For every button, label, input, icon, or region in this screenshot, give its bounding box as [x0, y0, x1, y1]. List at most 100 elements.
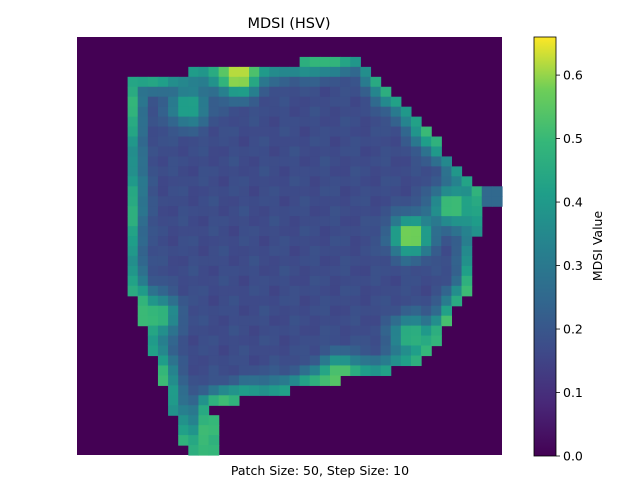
heatmap-cell	[238, 305, 250, 317]
heatmap-cell	[238, 236, 250, 247]
heatmap-cell	[137, 285, 149, 297]
heatmap-cell	[147, 345, 159, 357]
heatmap-cell	[218, 385, 230, 396]
heatmap-cell	[289, 66, 301, 78]
heatmap-cell	[319, 305, 331, 317]
heatmap-cell	[178, 265, 189, 277]
heatmap-cell	[370, 275, 382, 287]
heatmap-cell	[168, 146, 179, 158]
heatmap-cell	[390, 116, 402, 128]
heatmap-cell	[329, 285, 341, 297]
heatmap-cell	[370, 216, 382, 227]
heatmap-cell	[390, 156, 402, 167]
heatmap-cell	[390, 345, 402, 357]
heatmap-cell	[238, 285, 250, 297]
heatmap-cell	[259, 86, 270, 98]
heatmap-cell	[137, 96, 149, 108]
heatmap-cell	[309, 76, 321, 88]
heatmap-cell	[218, 206, 230, 217]
heatmap-cell	[370, 136, 382, 148]
heatmap-cell	[259, 255, 270, 267]
heatmap-cell	[410, 305, 422, 317]
heatmap-cell	[147, 126, 159, 138]
heatmap-cell	[157, 285, 169, 297]
heatmap-cell	[390, 305, 402, 317]
heatmap-cell	[218, 265, 230, 277]
heatmap-cell	[289, 106, 301, 118]
heatmap-cell	[168, 86, 179, 98]
heatmap-cell	[157, 96, 169, 108]
heatmap-cell	[198, 66, 210, 78]
heatmap-cell	[319, 375, 331, 386]
heatmap-cell	[329, 116, 341, 128]
heatmap-cell	[178, 285, 189, 297]
heatmap-cell	[309, 166, 321, 177]
heatmap-cell	[228, 136, 240, 148]
heatmap-cell	[188, 186, 200, 197]
heatmap-cell	[137, 255, 149, 267]
colorbar-label: MDSI Value	[590, 211, 605, 282]
heatmap-cell	[370, 176, 382, 187]
heatmap-cell	[360, 196, 372, 207]
heatmap-cell	[198, 405, 210, 416]
heatmap-cell	[299, 86, 311, 98]
heatmap-cell	[218, 66, 230, 78]
heatmap-cell	[421, 216, 432, 227]
heatmap-cell	[299, 246, 311, 257]
heatmap-cell	[319, 156, 331, 167]
colorbar-tick-label: 0.1	[563, 385, 583, 400]
heatmap-cell	[421, 166, 432, 177]
heatmap-cell	[188, 325, 200, 337]
heatmap-cell	[188, 136, 200, 148]
heatmap-cell	[370, 86, 382, 98]
heatmap-cell	[178, 86, 189, 98]
heatmap-cell	[238, 335, 250, 347]
heatmap-cell	[238, 325, 250, 337]
heatmap-cell	[370, 206, 382, 217]
heatmap-cell	[198, 116, 210, 128]
heatmap-cell	[198, 335, 210, 347]
heatmap-cell	[319, 295, 331, 307]
heatmap-cell	[410, 126, 422, 138]
heatmap-cell	[410, 226, 422, 237]
heatmap-cell	[168, 156, 179, 167]
heatmap-cell	[289, 315, 301, 327]
heatmap-cell	[360, 116, 372, 128]
heatmap-cell	[168, 285, 179, 297]
heatmap-cell	[269, 156, 280, 167]
heatmap-cell	[299, 305, 311, 317]
heatmap-cell	[279, 246, 291, 257]
heatmap-cell	[249, 236, 260, 247]
heatmap-cell	[208, 295, 220, 307]
heatmap-cell	[390, 216, 402, 227]
heatmap-cell	[198, 156, 210, 167]
heatmap-cell	[198, 395, 210, 406]
heatmap-cell	[228, 295, 240, 307]
heatmap-cell	[259, 206, 270, 217]
heatmap-cell	[340, 206, 351, 217]
heatmap-cell	[198, 86, 210, 98]
heatmap-cell	[279, 365, 291, 376]
heatmap-cell	[350, 246, 361, 257]
heatmap-cell	[238, 96, 250, 108]
heatmap-cell	[390, 96, 402, 108]
heatmap-cell	[289, 96, 301, 108]
heatmap-cell	[157, 315, 169, 327]
heatmap-cell	[390, 196, 402, 207]
heatmap-cell	[340, 285, 351, 297]
heatmap-cell	[228, 236, 240, 247]
heatmap-cell	[259, 305, 270, 317]
heatmap-cell	[350, 136, 361, 148]
heatmap-cell	[370, 265, 382, 277]
heatmap-cell	[299, 126, 311, 138]
heatmap-cell	[137, 146, 149, 158]
heatmap-cell	[218, 255, 230, 267]
heatmap-cell	[137, 196, 149, 207]
heatmap-cell	[259, 176, 270, 187]
heatmap-cell	[329, 126, 341, 138]
heatmap-cell	[147, 246, 159, 257]
heatmap-cell	[309, 196, 321, 207]
heatmap-cell	[168, 275, 179, 287]
heatmap-cell	[340, 325, 351, 337]
heatmap-cell	[421, 345, 432, 357]
